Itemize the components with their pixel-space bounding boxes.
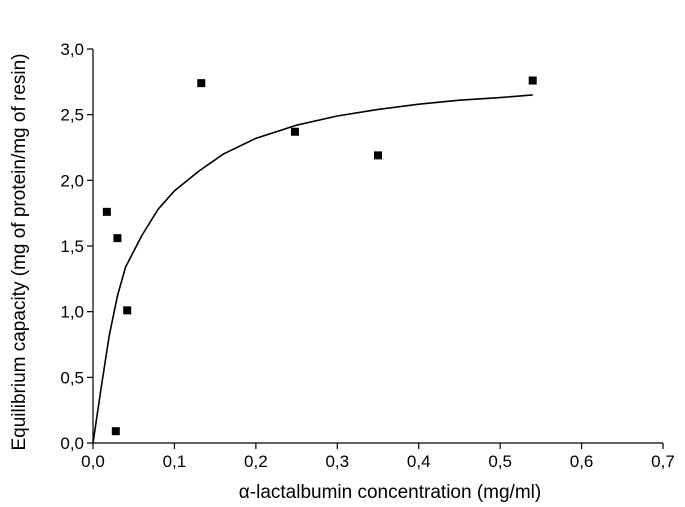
data-point (374, 151, 382, 160)
y-tick-label: 0,5 (60, 368, 84, 387)
x-tick-label: 0,5 (488, 452, 512, 471)
data-point (528, 76, 537, 85)
x-tick-label: 0,3 (325, 452, 349, 471)
y-tick-label: 0,0 (60, 434, 84, 453)
x-tick-label: 0,1 (163, 452, 187, 471)
y-axis-label: Equilibrium capacity (mg of protein/mg o… (9, 53, 30, 450)
axes (92, 49, 663, 444)
x-ticks: 0,0 0,1 0,2 0,3 0,4 0,5 0,6 0,7 (81, 443, 675, 471)
data-point (111, 427, 120, 436)
y-tick-label: 1,5 (60, 237, 84, 256)
y-tick-label: 3,0 (60, 40, 84, 59)
y-tick-label: 1,0 (60, 303, 84, 322)
fit-curve-layer (92, 94, 533, 444)
x-tick-label: 0,4 (407, 452, 431, 471)
x-axis-label: α-lactalbumin concentration (mg/ml) (239, 482, 541, 503)
y-tick-label: 2,5 (60, 106, 84, 125)
y-ticks: 0,0 0,5 1,0 1,5 2,0 2,5 3,0 (60, 40, 93, 453)
x-tick-label: 0,2 (244, 452, 268, 471)
x-tick-label: 0,7 (651, 452, 675, 471)
data-point (290, 127, 299, 136)
fit-curve (92, 94, 533, 444)
points-layer (102, 76, 537, 436)
data-point (102, 207, 111, 216)
data-point (197, 79, 206, 88)
x-tick-label: 0,0 (81, 452, 105, 471)
x-tick-label: 0,6 (570, 452, 594, 471)
data-point (123, 306, 132, 315)
y-tick-label: 2,0 (60, 171, 84, 190)
data-point (113, 234, 122, 243)
